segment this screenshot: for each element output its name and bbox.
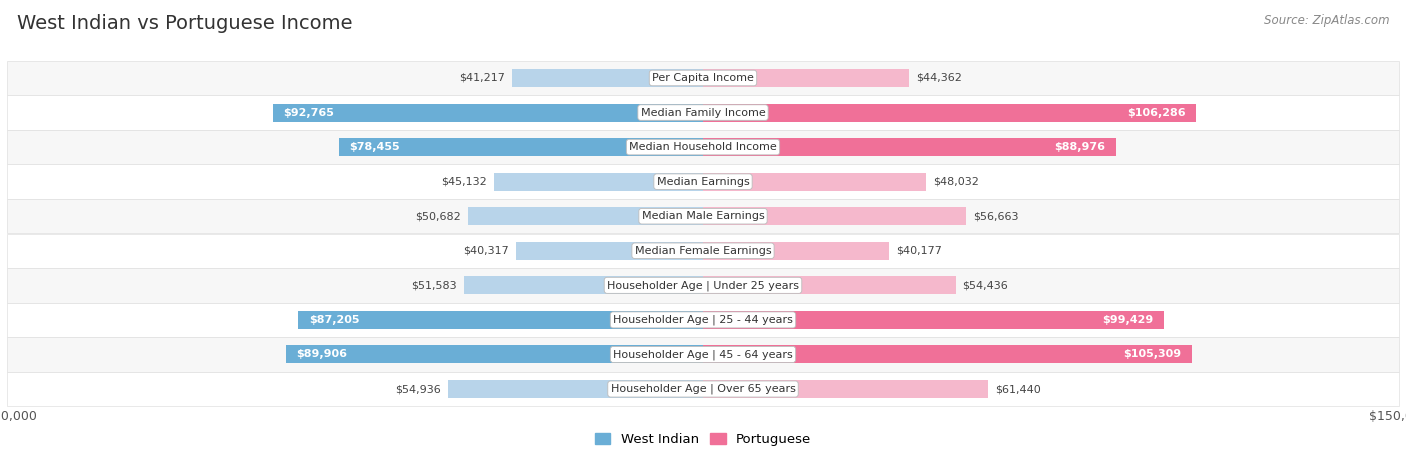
Text: $44,362: $44,362 (915, 73, 962, 83)
Text: Median Male Earnings: Median Male Earnings (641, 211, 765, 221)
Bar (512, 69, 703, 87)
Text: $78,455: $78,455 (350, 142, 401, 152)
Bar (339, 138, 703, 156)
Text: $105,309: $105,309 (1123, 349, 1181, 360)
Text: $87,205: $87,205 (309, 315, 360, 325)
Bar (703, 380, 988, 398)
Bar (468, 207, 703, 225)
Text: Per Capita Income: Per Capita Income (652, 73, 754, 83)
Text: $92,765: $92,765 (283, 107, 333, 118)
Bar (7, 268, 1399, 303)
Text: $89,906: $89,906 (297, 349, 347, 360)
Text: Source: ZipAtlas.com: Source: ZipAtlas.com (1264, 14, 1389, 27)
Text: Median Earnings: Median Earnings (657, 177, 749, 187)
Text: $50,682: $50,682 (415, 211, 461, 221)
Bar (703, 69, 908, 87)
Text: $48,032: $48,032 (932, 177, 979, 187)
Text: Median Female Earnings: Median Female Earnings (634, 246, 772, 256)
Text: Median Household Income: Median Household Income (628, 142, 778, 152)
Text: Householder Age | 45 - 64 years: Householder Age | 45 - 64 years (613, 349, 793, 360)
Text: $45,132: $45,132 (441, 177, 486, 187)
Bar (703, 346, 1192, 363)
Bar (7, 372, 1399, 406)
Text: $106,286: $106,286 (1128, 107, 1185, 118)
Legend: West Indian, Portuguese: West Indian, Portuguese (589, 428, 817, 452)
Text: $41,217: $41,217 (458, 73, 505, 83)
Bar (464, 276, 703, 294)
Bar (285, 346, 703, 363)
Text: $54,436: $54,436 (963, 280, 1008, 290)
Bar (7, 234, 1399, 268)
Bar (7, 303, 1399, 337)
Bar (7, 130, 1399, 164)
Text: $99,429: $99,429 (1102, 315, 1154, 325)
Text: Median Family Income: Median Family Income (641, 107, 765, 118)
Bar (703, 207, 966, 225)
Text: $40,317: $40,317 (463, 246, 509, 256)
Text: $40,177: $40,177 (897, 246, 942, 256)
Bar (7, 199, 1399, 234)
Text: Householder Age | Under 25 years: Householder Age | Under 25 years (607, 280, 799, 290)
Bar (494, 173, 703, 191)
Bar (703, 276, 956, 294)
Bar (273, 104, 703, 121)
Text: $88,976: $88,976 (1054, 142, 1105, 152)
Text: West Indian vs Portuguese Income: West Indian vs Portuguese Income (17, 14, 353, 33)
Text: Householder Age | Over 65 years: Householder Age | Over 65 years (610, 384, 796, 394)
Bar (516, 242, 703, 260)
Text: $56,663: $56,663 (973, 211, 1018, 221)
Bar (7, 61, 1399, 95)
Bar (703, 242, 890, 260)
Text: $61,440: $61,440 (995, 384, 1040, 394)
Bar (298, 311, 703, 329)
Bar (703, 104, 1197, 121)
Bar (703, 173, 927, 191)
Text: $51,583: $51,583 (411, 280, 457, 290)
Bar (703, 311, 1164, 329)
Bar (703, 138, 1116, 156)
Bar (7, 164, 1399, 199)
Text: $54,936: $54,936 (395, 384, 441, 394)
Bar (7, 95, 1399, 130)
Bar (449, 380, 703, 398)
Text: Householder Age | 25 - 44 years: Householder Age | 25 - 44 years (613, 315, 793, 325)
Bar (7, 337, 1399, 372)
